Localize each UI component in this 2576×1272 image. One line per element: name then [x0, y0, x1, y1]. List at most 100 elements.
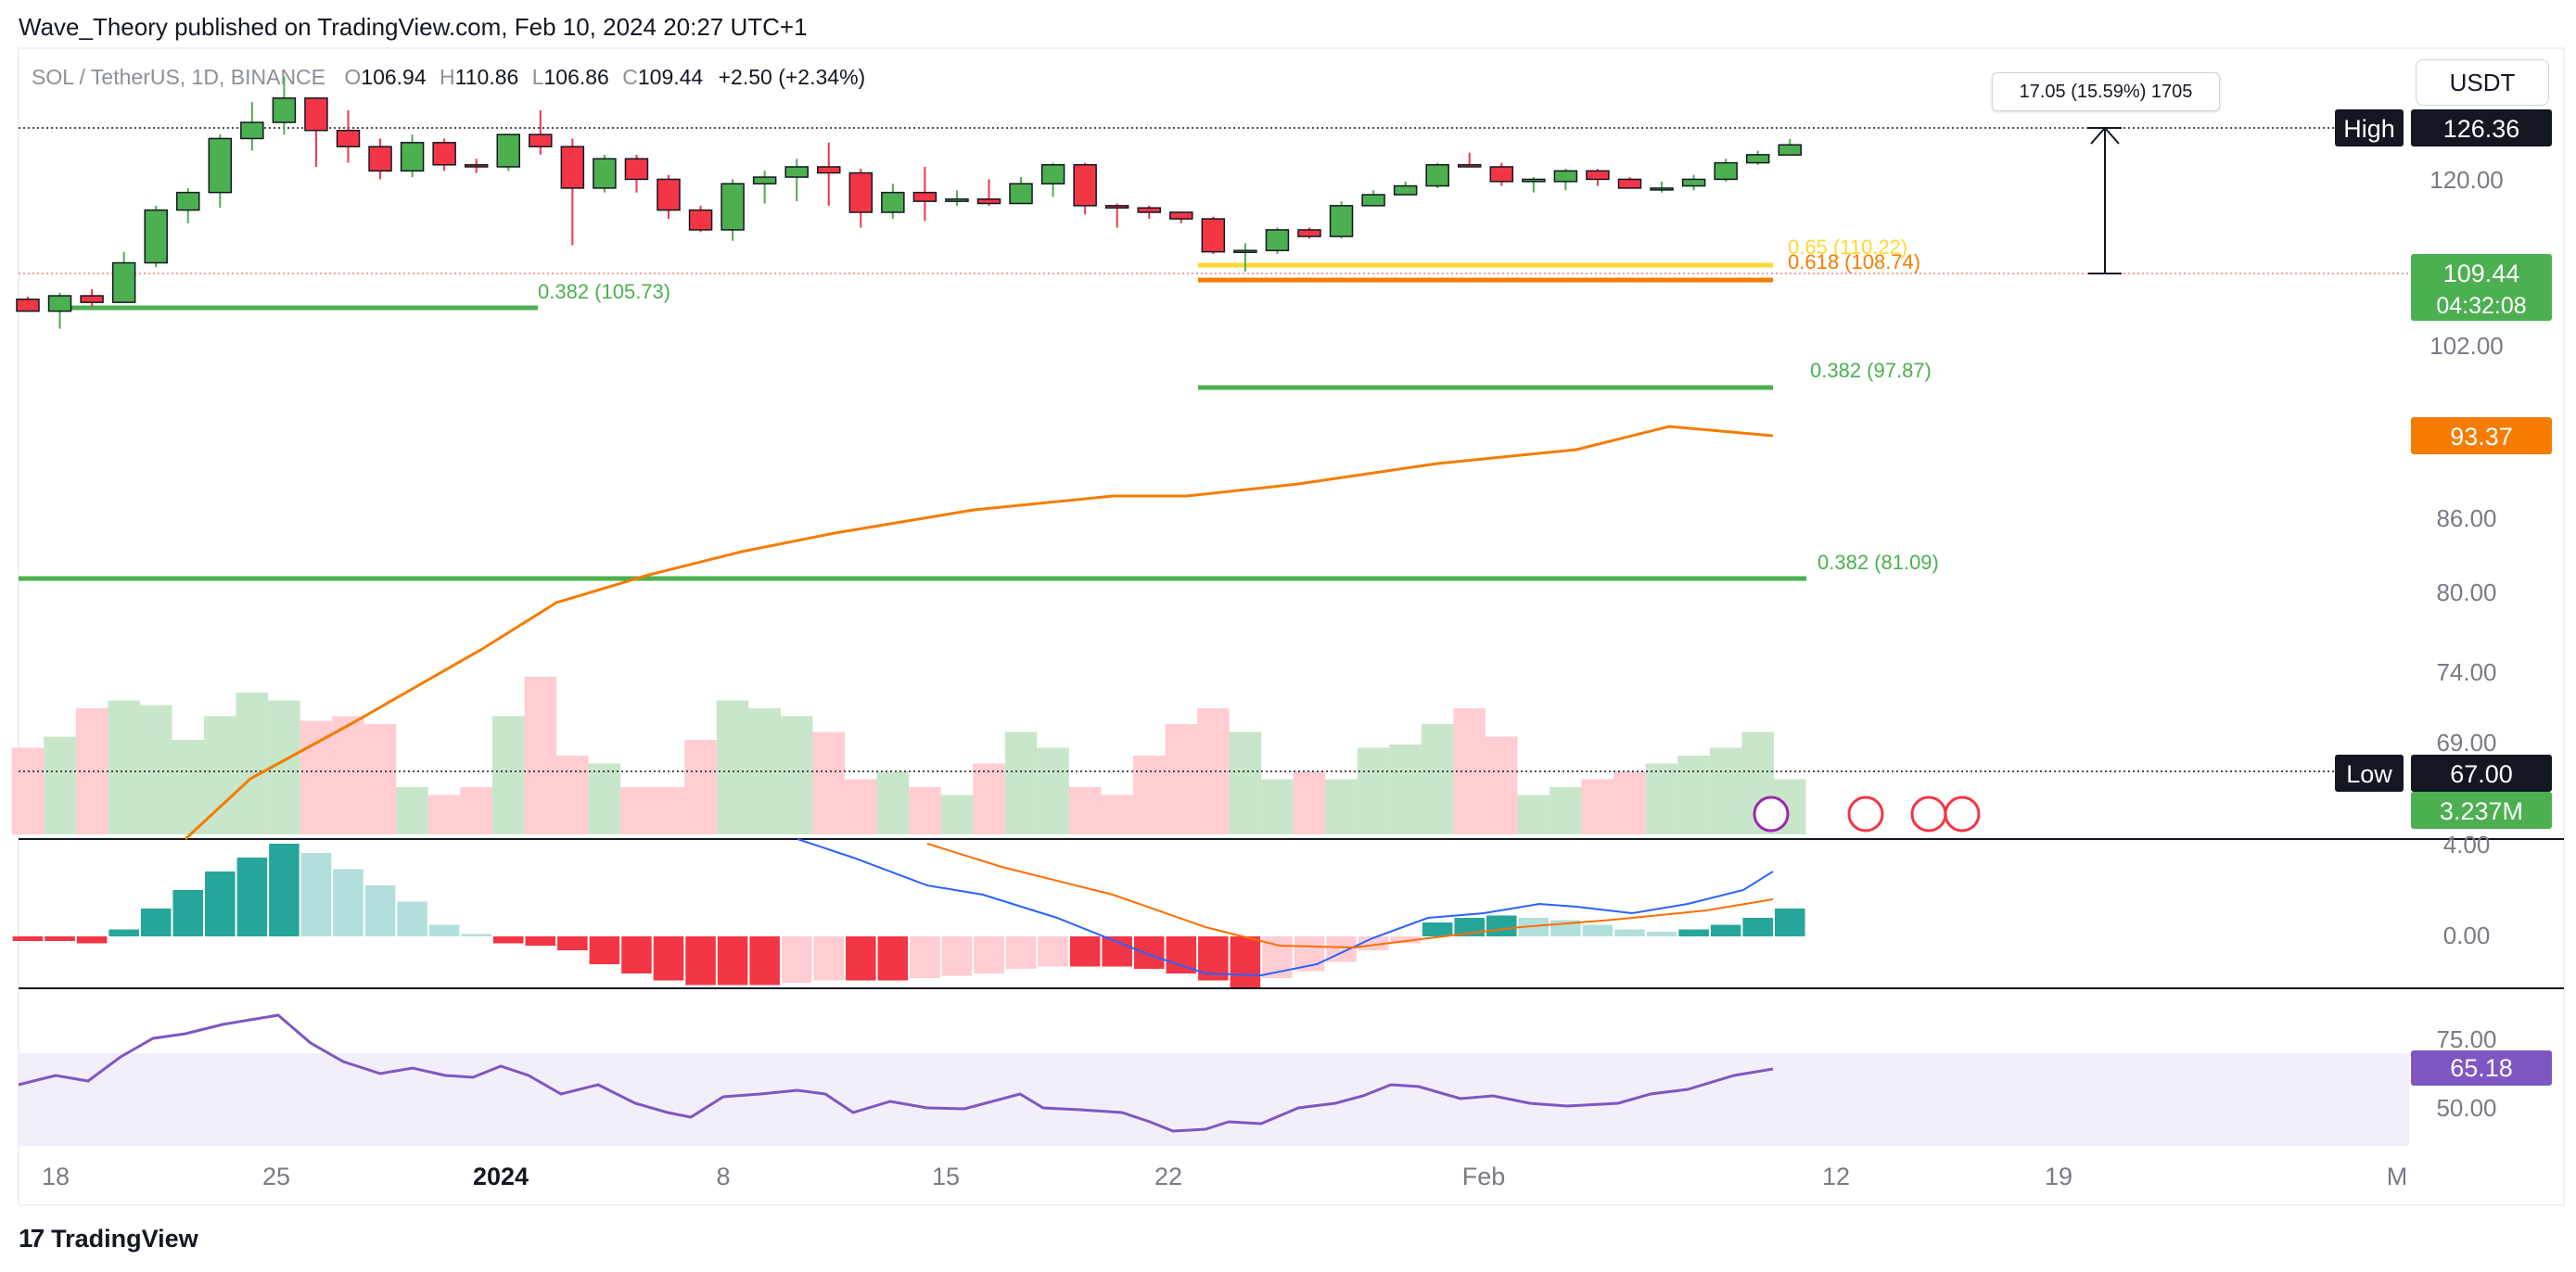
candle-body	[1586, 170, 1610, 181]
price-tick-label: 120.00	[2429, 166, 2504, 194]
dividend-event-icon	[1753, 795, 1790, 833]
macd-histogram-bar	[492, 936, 524, 944]
time-tick-label: 18	[42, 1163, 70, 1190]
macd-histogram-bar	[1038, 936, 1068, 967]
volume-bar	[1132, 756, 1166, 834]
macd-histogram-bar	[76, 936, 108, 944]
candle-body	[1201, 218, 1226, 253]
time-tick-label: 8	[716, 1163, 730, 1190]
macd-histogram-bar	[685, 936, 716, 986]
macd-histogram-bar	[1133, 936, 1165, 969]
candle-body	[624, 158, 649, 181]
time-tick-label: 22	[1154, 1163, 1182, 1190]
macd-histogram-bar	[525, 936, 556, 946]
volume-bar	[973, 763, 1005, 834]
candle-body	[1489, 166, 1514, 183]
rsi-tick-label: 50.00	[2436, 1094, 2496, 1122]
brand-name: TradingView	[51, 1224, 198, 1253]
macd-histogram-bar	[172, 890, 204, 936]
volume-bar	[780, 716, 813, 834]
volume-bar	[940, 795, 974, 834]
candle-body	[593, 158, 617, 189]
macd-histogram-bar	[108, 929, 139, 936]
volume-bar	[1229, 731, 1262, 834]
macd-histogram-bar	[877, 936, 909, 981]
macd-histogram-bar	[653, 936, 684, 981]
volume-bar	[396, 787, 428, 834]
volume-bar	[588, 763, 621, 834]
macd-histogram-bar	[364, 885, 396, 936]
candle-body	[1650, 187, 1674, 191]
open-label: O	[344, 65, 362, 89]
rsi-band	[19, 1053, 2409, 1146]
candle-body	[368, 146, 392, 172]
candle-body	[1040, 164, 1065, 184]
volume-bar	[1037, 747, 1069, 834]
economic-event-icon	[1944, 795, 1981, 833]
symbol-name[interactable]: SOL / TetherUS, 1D, BINANCE	[32, 65, 326, 89]
candle-body	[1265, 229, 1290, 251]
macd-histogram-bar	[717, 936, 748, 986]
candle-body	[1714, 161, 1738, 181]
volume-bar	[139, 705, 172, 834]
macd-histogram-bar	[1678, 929, 1709, 936]
price-tag-caption: High	[2343, 115, 2395, 143]
volume-bar	[524, 677, 557, 834]
macd-histogram-bar	[1069, 936, 1101, 967]
macd-histogram-bar	[1005, 936, 1037, 969]
price-tick-label: 102.00	[2429, 332, 2504, 360]
publisher-header: Wave_Theory published on TradingView.com…	[19, 13, 808, 41]
candle-body	[945, 198, 969, 202]
price-tag	[2411, 417, 2552, 454]
volume-bar	[620, 787, 653, 834]
macd-line	[797, 838, 1774, 977]
volume-bar	[1325, 779, 1358, 834]
candle-body	[496, 134, 520, 168]
macd-histogram-bar	[333, 869, 363, 936]
volume-bar	[876, 771, 910, 834]
candle-body	[400, 142, 425, 172]
price-tag-countdown: 04:32:08	[2436, 293, 2526, 319]
candle-body	[529, 134, 553, 147]
open-value: 106.94	[361, 65, 427, 89]
volume-bar	[1261, 779, 1294, 834]
time-tick-label: 25	[262, 1163, 290, 1190]
volume-bar	[44, 736, 76, 834]
volume-bar	[1581, 779, 1614, 834]
macd-histogram-bar	[621, 936, 652, 973]
macd-histogram-bar	[1390, 936, 1421, 944]
candle-body	[1361, 194, 1385, 207]
time-tick-label: 12	[1822, 1163, 1850, 1190]
volume-bar	[363, 724, 397, 834]
footer-brand[interactable]: 17 TradingView	[19, 1224, 198, 1253]
volume-bar	[1517, 795, 1550, 834]
symbol-legend: SOL / TetherUS, 1D, BINANCE O106.94 H110…	[32, 65, 865, 90]
macd-histogram-bar	[205, 871, 236, 936]
macd-histogram-bar	[269, 844, 300, 936]
macd-histogram-bar	[910, 936, 940, 978]
rsi-value: 65.18	[2450, 1054, 2513, 1082]
candle-body	[976, 198, 1001, 205]
price-tag-value: 93.37	[2450, 423, 2513, 451]
currency-button[interactable]: USDT	[2416, 59, 2549, 106]
price-tag	[2411, 109, 2552, 146]
candle-body	[688, 209, 713, 231]
candle-body	[1458, 164, 1482, 168]
volume-bar	[716, 700, 749, 834]
change-value: +2.50 (+2.34%)	[718, 65, 866, 89]
candle-body	[1522, 178, 1546, 183]
volume-bar	[1421, 724, 1454, 834]
volume-bar	[1549, 787, 1582, 834]
macd-histogram-bar	[557, 936, 588, 950]
time-tick-label: 2024	[473, 1163, 529, 1190]
volume-bar	[1613, 771, 1646, 834]
candle-body	[176, 191, 200, 211]
price-tag-value: 3.237M	[2440, 797, 2523, 825]
volume-bar	[172, 740, 205, 834]
volume-bar	[684, 740, 717, 834]
price-tag	[2411, 254, 2552, 321]
time-tick-label: 19	[2045, 1163, 2072, 1190]
macd-histogram-bar	[1166, 936, 1197, 973]
macd-histogram-bar	[1742, 918, 1773, 936]
